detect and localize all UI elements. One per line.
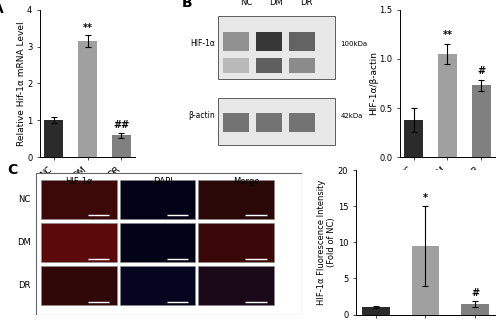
Bar [289,113,314,132]
Bar [112,135,131,157]
Text: 100kDa: 100kDa [340,40,367,47]
Bar [40,179,117,219]
Text: DAPI: DAPI [154,177,173,186]
Bar [289,58,314,73]
Text: **: ** [442,30,452,40]
Bar [40,223,117,262]
Bar [120,223,196,262]
Text: β-actin: β-actin [188,111,214,120]
Bar [438,54,457,157]
Bar [40,266,117,305]
Y-axis label: HIF-1α/β-actin: HIF-1α/β-actin [368,51,378,116]
Bar [224,113,249,132]
Y-axis label: Relative Hif-1α mRNA Level: Relative Hif-1α mRNA Level [16,21,26,146]
Bar [218,98,334,145]
Text: *: * [423,193,428,204]
Bar [472,85,490,157]
Bar [120,179,196,219]
Bar [362,308,390,315]
Text: C: C [7,163,18,177]
Text: A: A [0,2,3,16]
Bar [256,113,282,132]
Bar [224,58,249,73]
Text: HIF-1α: HIF-1α [190,39,214,48]
Text: ##: ## [114,120,130,130]
Bar [198,266,274,305]
Bar [289,32,314,51]
Text: #: # [478,65,486,75]
Text: **: ** [82,22,92,32]
Bar [412,246,439,315]
Y-axis label: HIF-1α Fluorescence Intensity
(Fold of NC): HIF-1α Fluorescence Intensity (Fold of N… [317,180,336,305]
Text: NC: NC [240,0,252,7]
Bar [256,58,282,73]
Bar [224,32,249,51]
Bar [44,120,63,157]
Text: DR: DR [300,0,312,7]
Bar [218,15,334,79]
Text: DM: DM [269,0,283,7]
Bar [404,120,423,157]
Text: 42kDa: 42kDa [340,113,362,119]
Bar [462,304,488,315]
Text: HIF-1α: HIF-1α [65,177,92,186]
Text: #: # [471,288,479,298]
Text: Merge: Merge [234,177,260,186]
Bar [256,32,282,51]
Bar [120,266,196,305]
Text: NC: NC [18,195,30,204]
Bar [198,223,274,262]
Text: B: B [182,0,192,10]
Text: DM: DM [16,238,30,247]
Bar [78,41,97,157]
Bar [198,179,274,219]
Text: DR: DR [18,281,30,290]
